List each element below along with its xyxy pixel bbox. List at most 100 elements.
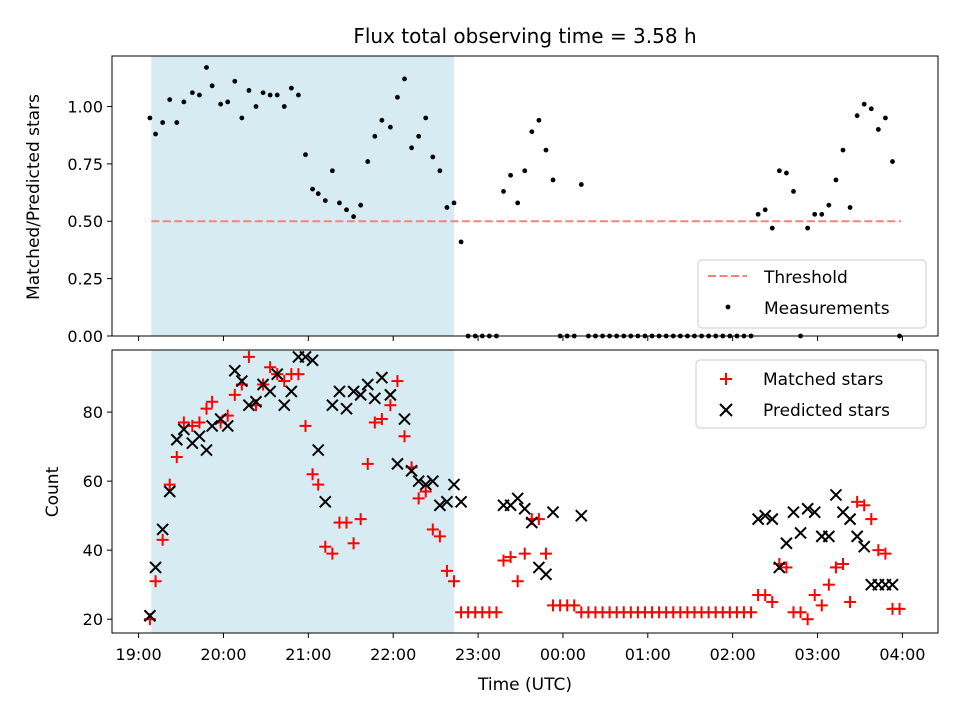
x-tick-label: 22:00 [370,645,416,664]
matched-star-marker [872,544,885,557]
predicted-star-marker [375,371,389,384]
predicted-star-marker [205,419,219,433]
bottom-y-tick-label: 80 [83,403,103,422]
chart-title: Flux total observing time = 3.58 h [353,24,696,48]
predicted-star-marker [391,457,404,471]
measurement-point [344,207,349,213]
measurement-point [890,159,895,164]
matched-star-marker [858,499,871,512]
measurement-point [536,117,542,123]
predicted-star-marker [518,502,531,515]
legend-measurements-swatch [725,304,731,310]
measurement-point [209,83,215,89]
matched-star-marker [384,399,397,412]
measurement-point [805,225,811,231]
measurement-point [310,186,315,192]
predicted-star-marker [285,385,298,398]
matched-star-marker [206,395,219,408]
x-tick-label: 21:00 [285,645,331,664]
matched-star-marker [780,561,793,574]
legend-threshold-label: Threshold [763,268,848,288]
measurement-point [274,92,280,98]
matched-star-marker [326,547,339,560]
matched-star-marker [391,375,404,388]
measurement-point [372,133,378,139]
predicted-star-marker [319,495,332,509]
predicted-star-marker [156,523,169,536]
predicted-star-marker [822,530,836,543]
predicted-star-marker [525,516,539,529]
predicted-star-marker [546,506,560,519]
measurement-point [875,127,881,132]
matched-star-marker [299,419,312,432]
measurement-point [189,90,195,96]
top-panel: 0.00 0.25 0.50 0.75 1.00 Matched/Predicted s… [24,55,939,346]
measurement-point [225,99,231,105]
predicted-star-marker [539,568,553,581]
measurement-point [315,191,321,197]
predicted-star-marker [242,399,256,412]
matched-star-marker [398,430,411,443]
predicted-star-marker [163,485,176,498]
legend-predicted-label: Predicted stars [763,401,890,421]
matched-star-marker [193,416,206,429]
measurement-point [819,211,825,217]
predicted-star-marker [347,385,360,398]
predicted-star-marker [511,492,524,505]
measurement-point [239,115,245,121]
matched-star-marker [200,402,213,415]
x-tick-label: 23:00 [455,645,501,664]
predicted-star-marker [886,578,899,591]
predicted-star-marker [794,526,807,540]
matched-star-marker [518,547,531,560]
predicted-star-marker [419,478,432,491]
predicted-star-marker [333,385,346,398]
predicted-star-marker [447,478,461,491]
top-x-ticks [138,336,903,341]
measurement-point [883,115,888,121]
matched-star-marker [347,537,360,550]
x-tick-label: 03:00 [794,645,840,664]
measurement-point [791,189,796,194]
matched-star-marker [228,388,241,401]
predicted-star-marker [177,423,191,436]
measurement-point [147,115,153,121]
legend-matched-swatch [720,373,732,385]
x-axis-label: Time (UTC) [477,675,572,695]
measurement-point [416,133,422,139]
measurement-point [402,76,407,82]
matched-star-marker [156,533,169,546]
predicted-star-marker [433,499,447,512]
matched-star-marker [829,561,842,574]
matched-star-marker [511,575,524,588]
measurement-point [784,170,789,176]
measurement-point [281,104,287,109]
predicted-star-marker [773,561,786,574]
matched-star-marker [822,578,835,591]
matched-star-marker [836,557,849,570]
matched-star-marker [242,350,255,363]
measurement-point [437,168,443,174]
bottom-y-tick-label: 60 [83,472,103,491]
predicted-star-marker [440,495,454,509]
matched-star-marker [808,589,821,602]
measurement-point [409,145,414,151]
predicted-star-marker [340,402,353,415]
bottom-panel: 20 40 60 80 19:00 20:00 21:00 22:00 23:00 00:00 0… [43,349,939,695]
predicted-star-marker [858,540,871,553]
measurement-point [288,85,294,91]
x-tick-label: 20:00 [200,645,246,664]
measurement-point [854,113,860,119]
bottom-y-tick-label: 40 [83,541,103,560]
measurement-point [826,202,832,208]
top-observing-span [151,56,455,336]
bottom-y-ticks: 20 40 60 80 [83,403,112,629]
matched-star-marker [419,485,432,498]
measurement-point [762,207,768,213]
matched-star-marker [278,375,291,388]
x-tick-label: 04:00 [879,645,925,664]
predicted-star-marker [278,399,291,412]
predicted-star-marker [249,395,263,408]
matched-star-marker [264,361,277,374]
measurement-point [358,202,364,208]
